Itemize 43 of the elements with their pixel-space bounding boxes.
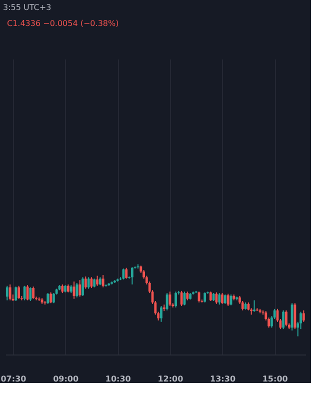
candlestick xyxy=(160,306,162,322)
candlestick xyxy=(125,267,128,280)
candlestick xyxy=(180,290,183,307)
candlestick xyxy=(204,292,206,303)
candlestick xyxy=(87,276,90,290)
candlestick xyxy=(253,300,256,312)
candlestick xyxy=(302,310,305,322)
candlestick xyxy=(14,286,18,302)
candlestick xyxy=(18,285,20,300)
candlestick xyxy=(76,282,78,298)
candlestick xyxy=(46,292,50,304)
candlestick xyxy=(32,286,35,300)
candlestick xyxy=(209,291,212,302)
x-tick-label: 07:30 xyxy=(0,374,27,384)
candlestick xyxy=(226,293,230,307)
candlestick xyxy=(285,310,288,327)
candlestick xyxy=(50,292,52,304)
candlestick xyxy=(8,284,12,301)
candlestick xyxy=(174,291,177,308)
candlestick xyxy=(102,274,104,288)
candlestick xyxy=(282,310,285,330)
text: C1.4336 −0.0054 (−0.38%) xyxy=(7,19,119,28)
candlestick xyxy=(84,276,87,290)
candlestick xyxy=(166,292,168,311)
candlestick xyxy=(52,292,55,304)
text: 3:55 UTC+3 xyxy=(3,3,52,12)
candlestick xyxy=(130,266,134,285)
x-tick-label: 13:30 xyxy=(210,374,236,384)
candlestick xyxy=(78,280,82,298)
candlestick xyxy=(218,292,221,306)
x-tick-label: 12:00 xyxy=(158,374,184,384)
candlestick xyxy=(241,300,244,311)
candlestick xyxy=(294,302,296,330)
candlestick xyxy=(224,294,226,304)
candlestick xyxy=(29,286,32,302)
x-tick-label: 10:30 xyxy=(105,374,132,384)
candlestick xyxy=(96,275,98,286)
candlestick xyxy=(23,285,26,301)
x-tick-label: 15:00 xyxy=(262,374,288,384)
candlestick xyxy=(82,276,84,296)
candlestick xyxy=(221,292,224,304)
candlestick xyxy=(6,285,8,301)
x-tick-label: 09:00 xyxy=(53,374,79,384)
